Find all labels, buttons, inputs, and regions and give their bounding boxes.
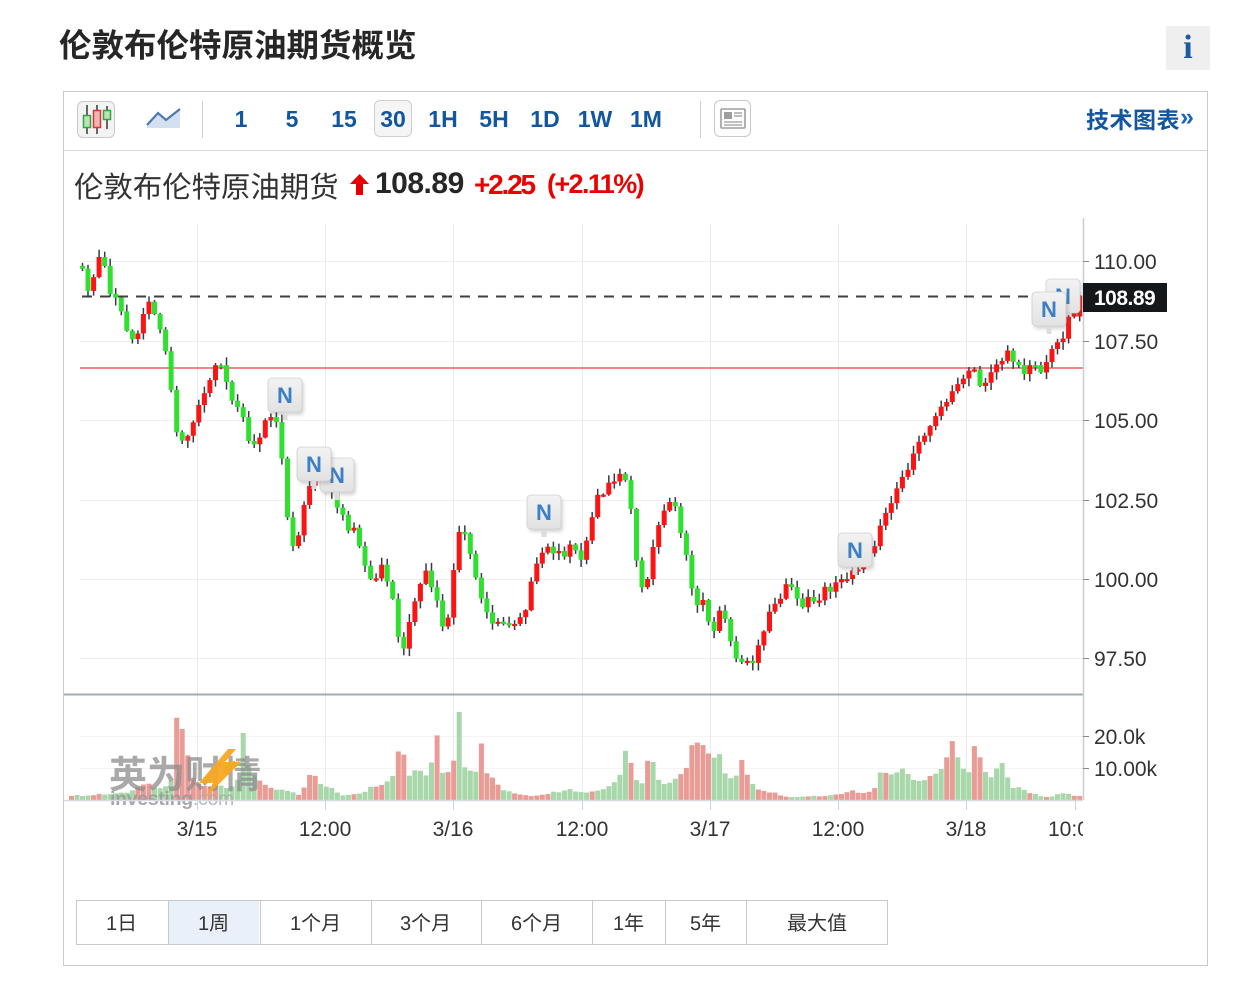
svg-text:102.50: 102.50 bbox=[1094, 490, 1158, 513]
svg-text:N: N bbox=[536, 500, 552, 525]
svg-text:105.00: 105.00 bbox=[1094, 410, 1158, 433]
svg-text:N: N bbox=[847, 538, 863, 563]
svg-text:N: N bbox=[277, 383, 293, 408]
svg-text:12:00: 12:00 bbox=[812, 818, 865, 841]
svg-text:3/18: 3/18 bbox=[946, 818, 987, 841]
svg-text:100.00: 100.00 bbox=[1094, 569, 1158, 592]
svg-text:3/15: 3/15 bbox=[177, 818, 218, 841]
svg-text:10:00: 10:00 bbox=[1048, 818, 1101, 841]
svg-text:20.0k: 20.0k bbox=[1094, 726, 1146, 749]
svg-text:investing.com: investing.com bbox=[110, 788, 234, 810]
svg-text:110.00: 110.00 bbox=[1094, 251, 1157, 274]
svg-text:107.50: 107.50 bbox=[1094, 331, 1158, 354]
svg-text:N: N bbox=[1041, 297, 1057, 322]
svg-text:N: N bbox=[329, 463, 345, 488]
svg-text:10.00k: 10.00k bbox=[1094, 758, 1158, 781]
svg-text:3/17: 3/17 bbox=[690, 818, 731, 841]
svg-text:12:00: 12:00 bbox=[556, 818, 609, 841]
svg-text:N: N bbox=[306, 452, 322, 477]
svg-text:97.50: 97.50 bbox=[1094, 648, 1147, 671]
svg-text:108.89: 108.89 bbox=[1094, 287, 1155, 310]
svg-text:3/16: 3/16 bbox=[433, 818, 474, 841]
svg-text:12:00: 12:00 bbox=[299, 818, 352, 841]
